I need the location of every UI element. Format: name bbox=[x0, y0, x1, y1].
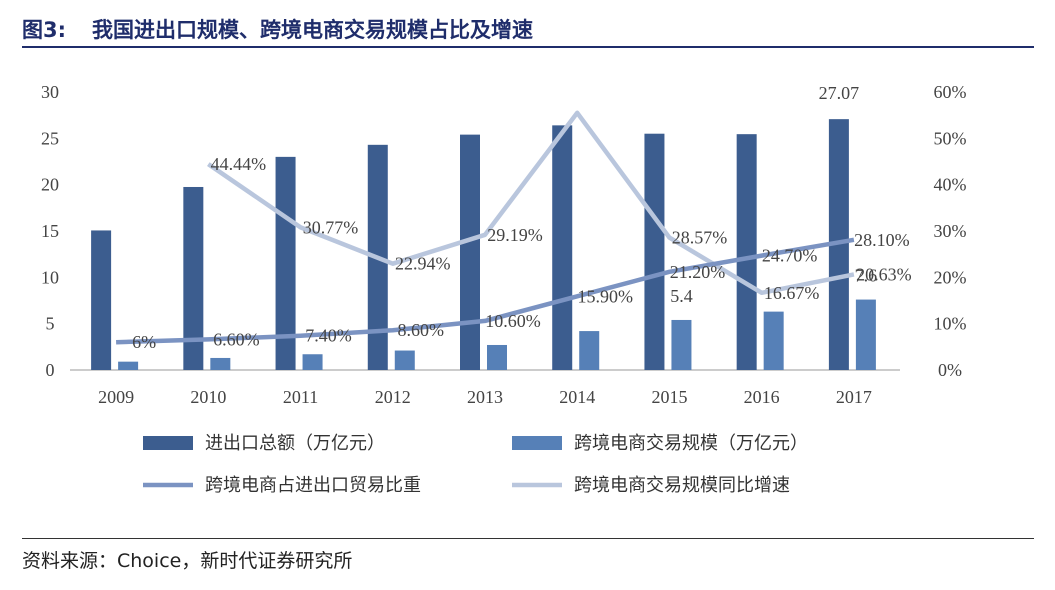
y-right-tick-label: 60% bbox=[934, 82, 967, 102]
total-trade-bar bbox=[644, 133, 665, 370]
cross-border-bar bbox=[210, 357, 231, 370]
x-tick-label: 2013 bbox=[467, 387, 503, 407]
growth-data-label: 30.77% bbox=[303, 217, 359, 237]
y-right-tick-label: 40% bbox=[934, 175, 967, 195]
x-tick-label: 2009 bbox=[98, 387, 134, 407]
legend-label-cross: 跨境电商交易规模（万亿元） bbox=[574, 433, 808, 454]
cross-border-bar bbox=[671, 319, 692, 370]
growth-data-label: 16.67% bbox=[764, 283, 820, 303]
figure-title: 图3: 我国进出口规模、跨境电商交易规模占比及增速 bbox=[22, 14, 533, 44]
x-tick-label: 2016 bbox=[744, 387, 780, 407]
x-tick-label: 2017 bbox=[836, 387, 872, 407]
y-left-tick-label: 5 bbox=[46, 314, 55, 334]
total-trade-bar bbox=[552, 125, 573, 370]
total-trade-bar bbox=[736, 134, 757, 370]
growth-data-label: 44.44% bbox=[211, 154, 267, 174]
x-tick-label: 2010 bbox=[190, 387, 226, 407]
cross-border-bar bbox=[855, 299, 876, 370]
share-data-label: 6.60% bbox=[213, 329, 260, 349]
legend-swatch-total bbox=[143, 436, 193, 450]
share-data-label: 21.20% bbox=[670, 262, 726, 282]
share-data-label: 28.10% bbox=[854, 230, 910, 250]
x-tick-label: 2014 bbox=[559, 387, 595, 407]
total-trade-bar bbox=[275, 156, 296, 370]
y-right-tick-label: 10% bbox=[934, 314, 967, 334]
legend-label-total: 进出口总额（万亿元） bbox=[205, 433, 385, 454]
cross-border-data-label: 5.4 bbox=[670, 286, 693, 306]
cross-border-bar bbox=[487, 344, 507, 370]
title-rule bbox=[22, 46, 1034, 48]
cross-border-bar bbox=[579, 331, 600, 370]
share-line bbox=[116, 237, 855, 345]
share-data-label: 15.90% bbox=[577, 286, 633, 306]
total-trade-bar bbox=[183, 186, 204, 370]
x-tick-label: 2012 bbox=[375, 387, 411, 407]
y-left-tick-label: 10 bbox=[41, 267, 59, 287]
total-trade-bar bbox=[460, 134, 480, 370]
legend-label-growth: 跨境电商交易规模同比增速 bbox=[574, 475, 790, 496]
y-right-tick-label: 30% bbox=[934, 221, 967, 241]
chart: 0 5 10 15 20 25 30 0% 10% 20% 30% 40% 50% 60% 2009 2010… bbox=[41, 82, 967, 496]
figure-number: 图3: bbox=[22, 18, 67, 42]
figure-title-text: 我国进出口规模、跨境电商交易规模占比及增速 bbox=[92, 18, 534, 42]
share-data-label: 8.60% bbox=[398, 320, 445, 340]
total-trade-data-label: 27.07 bbox=[819, 83, 860, 103]
growth-data-label: 20.63% bbox=[856, 264, 912, 284]
y-right-tick-label: 0% bbox=[938, 360, 962, 380]
x-tick-label: 2015 bbox=[651, 387, 687, 407]
y-right-tick-label: 20% bbox=[934, 267, 967, 287]
cross-border-bar bbox=[118, 361, 139, 370]
share-data-label: 24.70% bbox=[762, 246, 818, 266]
legend-label-share: 跨境电商占进出口贸易比重 bbox=[205, 475, 421, 496]
cross-border-bar bbox=[763, 311, 784, 370]
y-left-tick-label: 20 bbox=[41, 175, 59, 195]
y-left-tick-label: 30 bbox=[41, 82, 59, 102]
growth-data-label: 29.19% bbox=[487, 225, 543, 245]
growth-data-label: 22.94% bbox=[395, 254, 451, 274]
y-left-tick-label: 15 bbox=[41, 221, 59, 241]
source-rule bbox=[22, 538, 1034, 539]
share-data-label: 7.40% bbox=[305, 326, 352, 346]
share-data-label: 10.60% bbox=[485, 311, 541, 331]
cross-border-bar bbox=[302, 354, 323, 370]
y-left-tick-label: 25 bbox=[41, 128, 59, 148]
cross-border-data-label: 7.6 bbox=[855, 266, 878, 286]
share-data-label: 6% bbox=[132, 332, 156, 352]
total-trade-bar bbox=[91, 230, 112, 370]
cross-border-bar bbox=[394, 350, 415, 370]
y-right-tick-label: 50% bbox=[934, 128, 967, 148]
source-note: 资料来源：Choice，新时代证券研究所 bbox=[22, 550, 353, 572]
x-tick-label: 2011 bbox=[283, 387, 318, 407]
growth-data-label: 28.57% bbox=[672, 228, 728, 248]
growth-rate-line bbox=[207, 110, 855, 296]
legend-swatch-cross bbox=[512, 436, 562, 450]
y-left-tick-label: 0 bbox=[46, 360, 55, 380]
